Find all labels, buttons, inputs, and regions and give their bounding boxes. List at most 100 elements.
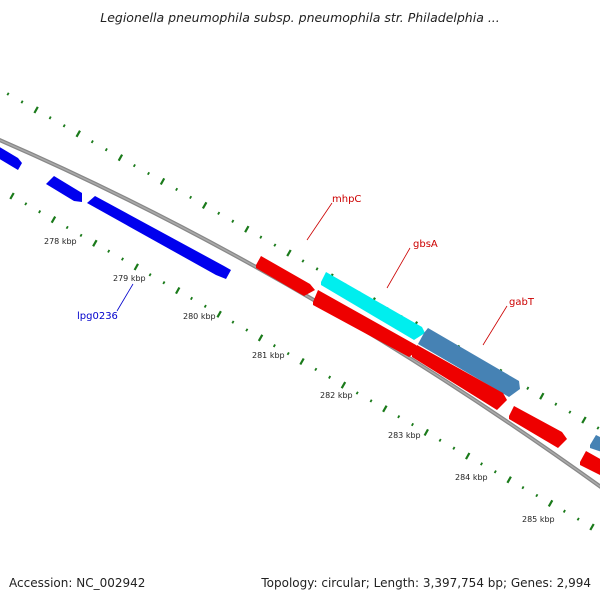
scale-tick-minor xyxy=(190,296,193,301)
scale-tick-minor xyxy=(355,391,359,395)
scale-tick-major xyxy=(581,416,587,424)
scale-tick-major xyxy=(75,130,81,138)
scale-tick-major xyxy=(117,154,124,162)
scale-tick-minor xyxy=(132,163,136,168)
scale-tick-minor xyxy=(6,92,10,96)
lpg0236-leader xyxy=(116,283,134,312)
scale-label: 285 kbp xyxy=(522,515,555,524)
scale-tick-minor xyxy=(162,281,166,285)
scale-tick-minor xyxy=(147,171,150,176)
scale-tick-minor xyxy=(314,367,318,372)
scale-tick-minor xyxy=(521,485,525,490)
scale-tick-minor xyxy=(175,187,179,192)
scale-tick-minor xyxy=(65,225,69,230)
gene-label-mhpC[interactable]: mhpC xyxy=(332,194,361,205)
scale-tick-minor xyxy=(369,399,373,403)
gene-labels: mhpC gbsA gabT lpg0236 xyxy=(77,194,535,322)
gene-label-gabT[interactable]: gabT xyxy=(509,297,535,308)
scale-label: 284 kbp xyxy=(455,473,488,482)
scale-tick-minor xyxy=(480,462,483,466)
scale-tick-minor xyxy=(397,415,401,419)
scale-tick-minor xyxy=(104,147,108,152)
mhpC-leader xyxy=(306,202,333,241)
scale-tick-minor xyxy=(273,243,277,247)
scale-labels: 278 kbp 279 kbp 280 kbp 281 kbp 282 kbp … xyxy=(44,237,555,524)
scale-tick-major xyxy=(382,405,388,413)
scale-tick-major xyxy=(423,428,429,437)
scale-tick-minor xyxy=(576,517,580,521)
scale-tick-minor xyxy=(568,410,572,414)
scale-tick-major xyxy=(201,201,208,209)
scale-tick-major xyxy=(547,499,554,507)
gbsA-leader xyxy=(386,247,411,289)
gene-gbsA[interactable] xyxy=(313,290,419,357)
gene-lpg0236[interactable] xyxy=(87,196,231,279)
scale-tick-minor xyxy=(259,235,263,239)
gene-reverse-2[interactable] xyxy=(46,176,82,202)
scale-tick-minor xyxy=(203,304,207,308)
accession-label: Accession: NC_002942 xyxy=(9,576,146,590)
gene-label-lines xyxy=(116,202,508,346)
scale-tick-minor xyxy=(411,422,414,427)
gene-forward-5[interactable] xyxy=(412,345,507,410)
scale-tick-major xyxy=(539,392,545,400)
scale-tick-major xyxy=(340,381,347,389)
scale-tick-minor xyxy=(452,446,456,450)
scale-tick-minor xyxy=(20,100,24,104)
scale-tick-major xyxy=(33,106,39,114)
forward-genes xyxy=(256,256,600,476)
scale-tick-major xyxy=(299,357,305,366)
gene-forward-7[interactable] xyxy=(580,451,600,476)
scale-label: 281 kbp xyxy=(252,351,285,360)
scale-tick-minor xyxy=(48,116,52,120)
scale-label: 280 kbp xyxy=(183,312,216,321)
scale-label: 278 kbp xyxy=(44,237,77,246)
scale-tick-minor xyxy=(148,273,152,277)
reverse-genes xyxy=(0,146,231,279)
scale-tick-minor xyxy=(438,438,442,442)
scale-tick-minor xyxy=(286,351,290,356)
scale-tick-minor xyxy=(596,426,600,430)
gene-label-lpg0236[interactable]: lpg0236 xyxy=(77,311,118,322)
scale-tick-minor xyxy=(562,509,566,513)
scale-tick-minor xyxy=(121,257,124,261)
scale-tick-minor xyxy=(231,219,235,223)
map-title: Legionella pneumophila subsp. pneumophil… xyxy=(100,10,500,25)
scale-tick-minor xyxy=(189,195,193,200)
scale-tick-major xyxy=(175,286,181,295)
scale-tick-minor xyxy=(107,249,111,253)
scale-tick-minor xyxy=(272,344,276,348)
gene-mhpC[interactable] xyxy=(321,272,425,340)
gene-forward-1[interactable] xyxy=(256,256,315,296)
gene-reverse-1[interactable] xyxy=(0,146,22,170)
scale-ticks-inner xyxy=(9,192,595,531)
scale-tick-minor xyxy=(217,211,221,215)
scale-tick-major xyxy=(257,334,264,342)
gene-gabT-steelblue[interactable] xyxy=(418,328,520,397)
scale-tick-major xyxy=(133,263,139,271)
scale-tick-minor xyxy=(79,233,83,238)
scale-tick-major xyxy=(244,225,250,233)
scale-label: 283 kbp xyxy=(388,431,421,440)
gene-forward-8[interactable] xyxy=(590,435,600,452)
topology-label: Topology: circular; Length: 3,397,754 bp… xyxy=(261,576,591,590)
scale-tick-major xyxy=(506,476,512,484)
gabT-leader xyxy=(482,305,508,346)
gene-label-gbsA[interactable]: gbsA xyxy=(413,239,438,250)
scale-tick-minor xyxy=(301,259,305,263)
scale-tick-minor xyxy=(493,470,497,474)
scale-tick-minor xyxy=(526,386,530,390)
scale-tick-minor xyxy=(90,140,94,144)
scale-tick-major xyxy=(216,310,222,318)
gene-forward-6[interactable] xyxy=(509,406,567,448)
scale-label: 282 kbp xyxy=(320,391,353,400)
scale-tick-minor xyxy=(535,493,539,498)
scale-tick-minor xyxy=(315,267,319,271)
scale-tick-major xyxy=(9,192,15,200)
scale-tick-minor xyxy=(24,202,28,206)
scale-tick-minor xyxy=(231,320,235,324)
scale-tick-major xyxy=(50,216,57,224)
scale-tick-minor xyxy=(554,402,558,406)
scale-tick-major xyxy=(286,249,292,257)
